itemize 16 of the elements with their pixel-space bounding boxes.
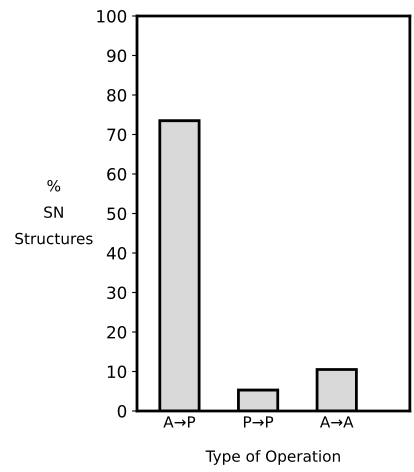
x-tick-label: A→A (320, 416, 354, 428)
y-tick-label: 40 (106, 246, 126, 260)
x-tick-label: A→P (163, 416, 196, 428)
x-tick-label: P→P (244, 416, 274, 428)
y-tick-label: 10 (108, 365, 126, 378)
y-tick-label: 100 (97, 10, 126, 23)
y-tick-label: 60 (107, 168, 126, 181)
y-tick-label: 70 (107, 128, 126, 142)
y-tick-label: 80 (107, 88, 126, 102)
y-tick-label: 90 (107, 49, 126, 62)
y-tick-label: 20 (107, 326, 126, 339)
y-tick-label: 0 (118, 404, 126, 418)
y-tick-label: 50 (107, 207, 126, 220)
y-axis-title: % SN Structures (15, 180, 93, 244)
x-axis-title: Type of Operation (206, 450, 340, 465)
y-tick-label: 30 (107, 286, 126, 300)
